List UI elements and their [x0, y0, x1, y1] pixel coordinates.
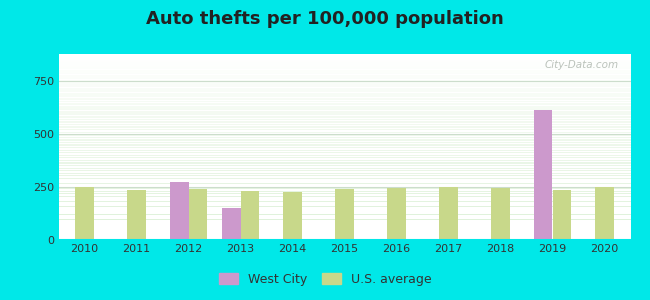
Bar	[58, 90, 630, 91]
Bar	[58, 122, 630, 123]
Bar	[58, 57, 630, 58]
Bar	[58, 87, 630, 88]
Bar	[58, 97, 630, 98]
Bar	[170, 182, 188, 240]
Bar	[58, 121, 630, 122]
Bar	[58, 137, 630, 138]
Bar	[58, 142, 630, 143]
Bar	[58, 62, 630, 63]
Bar	[58, 144, 630, 145]
Bar	[58, 71, 630, 72]
Bar	[58, 58, 630, 59]
Bar	[58, 83, 630, 84]
Bar	[58, 56, 630, 57]
Bar	[58, 82, 630, 83]
Bar	[58, 67, 630, 68]
Bar	[58, 99, 630, 100]
Bar	[58, 77, 630, 78]
Bar	[58, 125, 630, 126]
Bar	[58, 88, 630, 89]
Bar	[240, 191, 259, 240]
Bar	[58, 105, 630, 106]
Bar	[58, 59, 630, 60]
Bar	[58, 61, 630, 62]
Bar	[58, 74, 630, 75]
Bar	[58, 70, 630, 71]
Bar	[58, 81, 630, 82]
Bar	[58, 148, 630, 149]
Bar	[58, 107, 630, 108]
Bar	[58, 112, 630, 113]
Bar	[58, 98, 630, 99]
Bar	[58, 91, 630, 92]
Legend: West City, U.S. average: West City, U.S. average	[214, 268, 436, 291]
Bar	[58, 104, 630, 105]
Bar	[595, 187, 614, 240]
Bar	[58, 116, 630, 117]
Bar	[58, 94, 630, 95]
Bar	[58, 111, 630, 112]
Bar	[58, 114, 630, 115]
Bar	[58, 132, 630, 133]
Bar	[58, 80, 630, 81]
Bar	[58, 68, 630, 69]
Bar	[58, 134, 630, 135]
Bar	[58, 75, 630, 76]
Bar	[58, 119, 630, 120]
Bar	[552, 190, 571, 240]
Bar	[58, 54, 630, 55]
Bar	[58, 66, 630, 67]
Bar	[58, 73, 630, 74]
Bar	[58, 65, 630, 66]
Bar	[58, 124, 630, 125]
Bar	[439, 188, 458, 240]
Bar	[58, 72, 630, 73]
Bar	[75, 187, 94, 240]
Bar	[58, 147, 630, 148]
Bar	[58, 126, 630, 127]
Bar	[58, 129, 630, 130]
Bar	[491, 188, 510, 240]
Bar	[58, 96, 630, 97]
Bar	[283, 192, 302, 240]
Bar	[58, 76, 630, 77]
Bar	[58, 130, 630, 131]
Bar	[58, 133, 630, 134]
Bar	[58, 61, 630, 62]
Text: City-Data.com: City-Data.com	[545, 60, 619, 70]
Bar	[188, 189, 207, 240]
Bar	[58, 115, 630, 116]
Bar	[58, 139, 630, 140]
Bar	[58, 63, 630, 64]
Bar	[127, 190, 146, 240]
Bar	[335, 189, 354, 240]
Bar	[58, 79, 630, 80]
Bar	[58, 86, 630, 87]
Bar	[58, 78, 630, 79]
Bar	[58, 69, 630, 70]
Bar	[58, 55, 630, 56]
Bar	[58, 93, 630, 94]
Bar	[58, 108, 630, 109]
Bar	[222, 208, 240, 240]
Bar	[58, 64, 630, 65]
Bar	[58, 136, 630, 137]
Bar	[58, 60, 630, 61]
Bar	[58, 140, 630, 141]
Text: Auto thefts per 100,000 population: Auto thefts per 100,000 population	[146, 11, 504, 28]
Bar	[387, 188, 406, 240]
Bar	[58, 101, 630, 102]
Bar	[58, 89, 630, 90]
Bar	[58, 106, 630, 107]
Bar	[534, 110, 552, 240]
